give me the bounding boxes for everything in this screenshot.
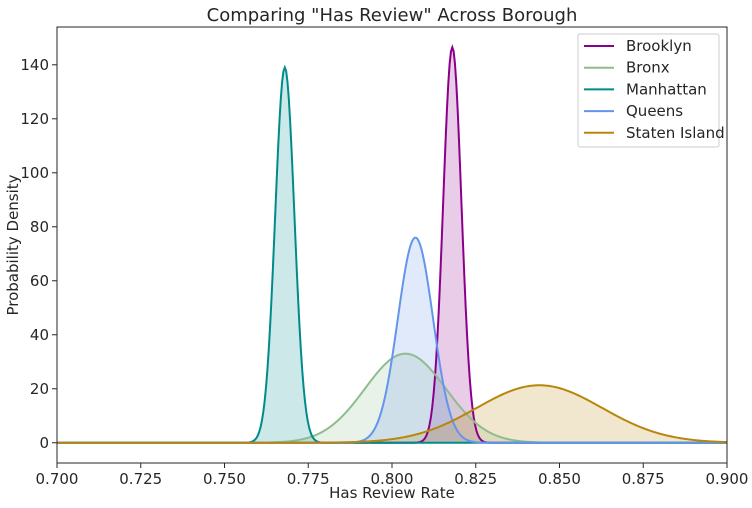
y-axis: 0 20 40 60 80 100 120 140: [20, 56, 57, 452]
area-staten-island: [57, 385, 727, 443]
line-staten-island: [57, 384, 728, 444]
legend-label-brooklyn: Brooklyn: [626, 37, 692, 55]
legend: Brooklyn Bronx Manhattan Queens Staten Islan…: [577, 33, 725, 148]
chart-title: Comparing "Has Review" Across Borough: [207, 5, 578, 26]
y-tick-label: 100: [20, 164, 49, 182]
legend-label-staten-island: Staten Island: [626, 124, 725, 142]
area-queens: [57, 237, 727, 443]
density-areas: [57, 47, 727, 443]
density-lines: [57, 43, 728, 444]
legend-label-bronx: Bronx: [626, 59, 670, 77]
x-tick-label: 0.875: [622, 470, 665, 488]
area-bronx: [57, 353, 727, 443]
x-tick-label: 0.725: [119, 470, 162, 488]
y-tick-label: 140: [20, 56, 49, 74]
x-tick-label: 0.825: [454, 470, 497, 488]
y-tick-label: 120: [20, 110, 49, 128]
x-tick-label: 0.850: [538, 470, 581, 488]
x-tick-label: 0.900: [706, 470, 749, 488]
legend-label-queens: Queens: [626, 102, 683, 120]
y-tick-label: 0: [39, 434, 49, 452]
x-axis: 0.700 0.725 0.750 0.775 0.800 0.825 0.850 0.875…: [36, 463, 749, 488]
y-axis-label: Probability Density: [4, 174, 22, 315]
x-axis-label: Has Review Rate: [329, 484, 455, 502]
y-tick-label: 80: [30, 218, 49, 236]
x-tick-label: 0.700: [36, 470, 79, 488]
legend-label-manhattan: Manhattan: [626, 80, 707, 98]
y-tick-label: 60: [30, 272, 49, 290]
y-tick-label: 40: [30, 326, 49, 344]
x-tick-label: 0.750: [203, 470, 246, 488]
x-tick-label: 0.775: [287, 470, 330, 488]
x-tick-label: 0.800: [371, 470, 414, 488]
legend-box: [577, 33, 720, 148]
y-tick-label: 20: [30, 380, 49, 398]
